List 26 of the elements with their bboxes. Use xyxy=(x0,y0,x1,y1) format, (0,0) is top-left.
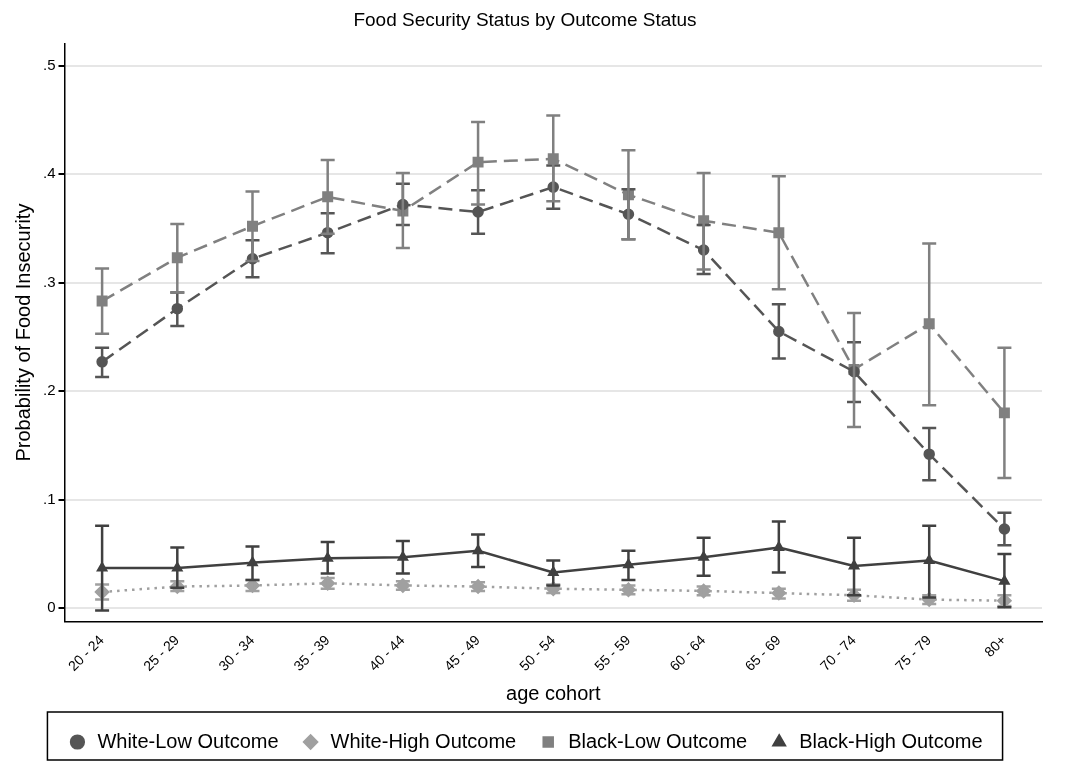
x-tick-label: 35 - 39 xyxy=(290,631,333,674)
legend-label: Black-Low Outcome xyxy=(568,729,748,752)
x-tick-label: 55 - 59 xyxy=(591,631,634,674)
x-tick-label: 65 - 69 xyxy=(741,631,784,674)
x-tick-label: 60 - 64 xyxy=(666,631,709,674)
x-tick-label: 50 - 54 xyxy=(515,631,559,674)
x-tick-label: 80+ xyxy=(981,631,1010,660)
y-tick-label: .2 xyxy=(42,381,56,399)
legend-label: Black-High Outcome xyxy=(799,729,983,752)
y-tick-label: .5 xyxy=(42,55,56,73)
x-tick-label: 45 - 49 xyxy=(440,631,484,674)
legend-label: White-High Outcome xyxy=(330,729,517,752)
x-tick-label: 25 - 29 xyxy=(140,631,183,674)
x-tick-label: 20 - 24 xyxy=(64,631,108,674)
y-tick-label: .4 xyxy=(42,164,56,182)
x-axis-title: age cohort xyxy=(506,681,601,704)
y-axis-title: Probability of Food Insecurity xyxy=(11,203,34,462)
chart-title: Food Security Status by Outcome Status xyxy=(353,8,697,30)
legend-label: White-Low Outcome xyxy=(97,729,279,752)
x-tick-label: 70 - 74 xyxy=(816,631,860,674)
x-tick-label: 75 - 79 xyxy=(891,631,935,674)
y-tick-label: .3 xyxy=(42,272,56,290)
x-tick-label: 40 - 44 xyxy=(365,631,408,674)
x-tick-label: 30 - 34 xyxy=(215,631,258,674)
y-tick-label: 0 xyxy=(47,598,56,616)
y-tick-label: .1 xyxy=(42,489,56,507)
